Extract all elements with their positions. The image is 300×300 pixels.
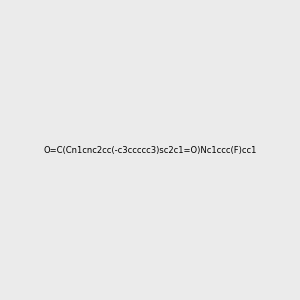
Text: O=C(Cn1cnc2cc(-c3ccccc3)sc2c1=O)Nc1ccc(F)cc1: O=C(Cn1cnc2cc(-c3ccccc3)sc2c1=O)Nc1ccc(F… xyxy=(43,146,257,154)
